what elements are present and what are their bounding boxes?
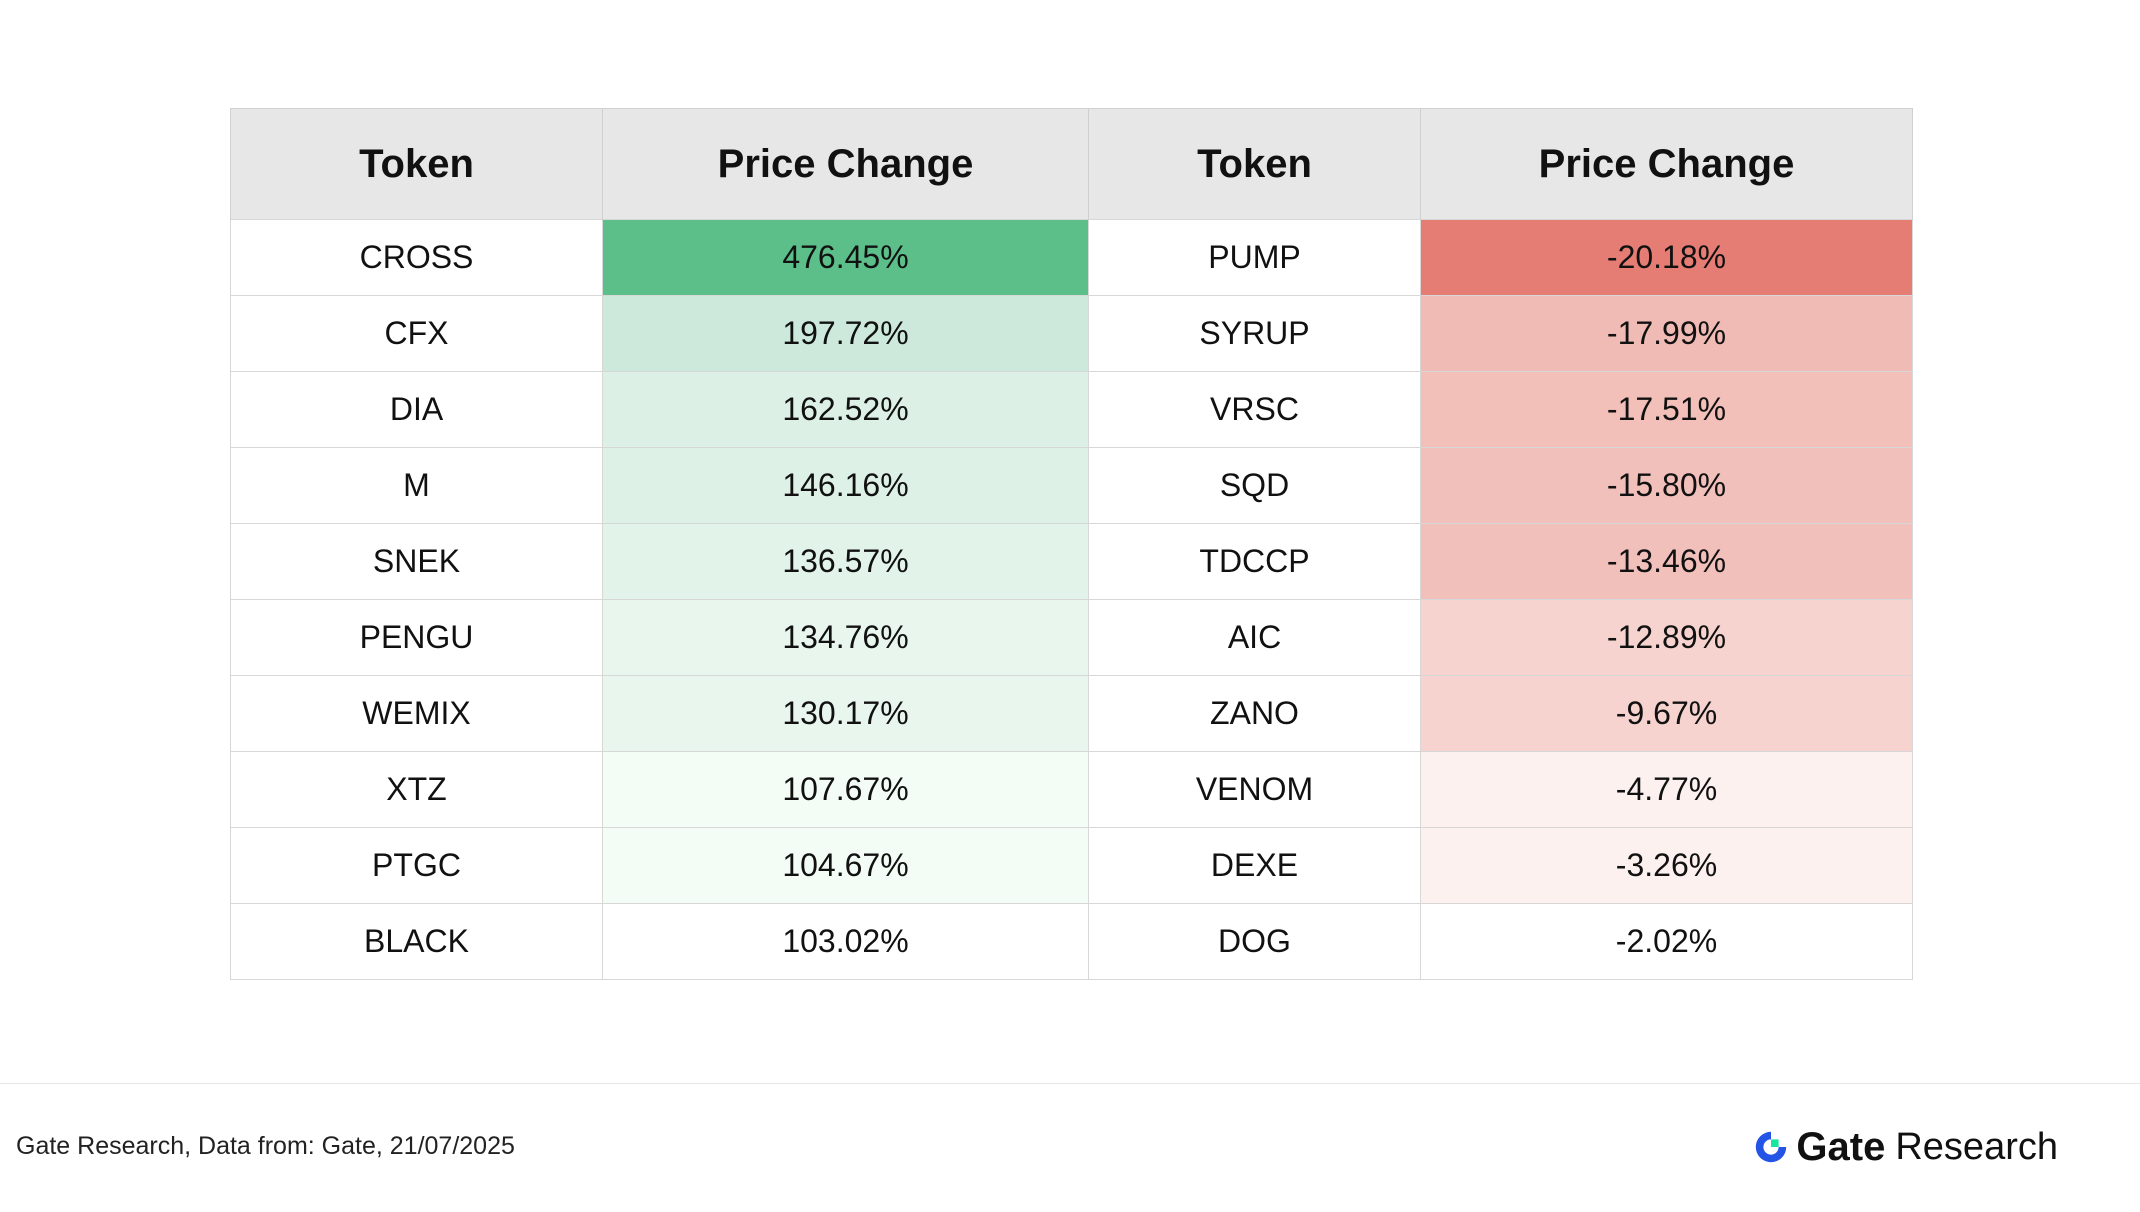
table-row: XTZ 107.67% VENOM -4.77%: [230, 751, 1913, 828]
source-note: Gate Research, Data from: Gate, 21/07/20…: [16, 1132, 515, 1160]
gainer-token-cell: M: [230, 447, 603, 524]
gainer-token-cell: WEMIX: [230, 675, 603, 752]
loser-token-cell: VENOM: [1088, 751, 1421, 828]
gate-logo-icon: [1756, 1131, 1787, 1163]
footer-divider: [0, 1083, 2140, 1084]
gainer-change-cell: 107.67%: [602, 751, 1089, 828]
loser-change-cell: -12.89%: [1420, 599, 1913, 676]
loser-token-cell: VRSC: [1088, 371, 1421, 448]
loser-change-cell: -17.99%: [1420, 295, 1913, 372]
loser-change-cell: -2.02%: [1420, 903, 1913, 980]
gainer-token-cell: DIA: [230, 371, 603, 448]
gainer-change-cell: 146.16%: [602, 447, 1089, 524]
gainer-change-cell: 104.67%: [602, 827, 1089, 904]
table-row: DIA 162.52% VRSC -17.51%: [230, 371, 1913, 448]
table-body: CROSS 476.45% PUMP -20.18% CFX 197.72% SYRUP -1…: [230, 219, 1913, 980]
loser-change-cell: -3.26%: [1420, 827, 1913, 904]
gainer-token-cell: CFX: [230, 295, 603, 372]
table-row: PTGC 104.67% DEXE -3.26%: [230, 827, 1913, 904]
gainer-change-cell: 130.17%: [602, 675, 1089, 752]
header-token-gainers: Token: [230, 108, 603, 220]
gainer-change-cell: 197.72%: [602, 295, 1089, 372]
gainer-change-cell: 103.02%: [602, 903, 1089, 980]
price-change-table-container: Token Price Change Token Price Change CR…: [230, 108, 1913, 980]
brand-research-text: Research: [1895, 1125, 2058, 1168]
header-price-change-gainers: Price Change: [602, 108, 1089, 220]
loser-change-cell: -17.51%: [1420, 371, 1913, 448]
gainer-token-cell: SNEK: [230, 523, 603, 600]
loser-change-cell: -13.46%: [1420, 523, 1913, 600]
table-row: SNEK 136.57% TDCCP -13.46%: [230, 523, 1913, 600]
gainer-change-cell: 136.57%: [602, 523, 1089, 600]
table-row: M 146.16% SQD -15.80%: [230, 447, 1913, 524]
gainer-token-cell: BLACK: [230, 903, 603, 980]
loser-token-cell: PUMP: [1088, 219, 1421, 296]
loser-token-cell: ZANO: [1088, 675, 1421, 752]
table-row: BLACK 103.02% DOG -2.02%: [230, 903, 1913, 980]
loser-token-cell: SYRUP: [1088, 295, 1421, 372]
loser-token-cell: TDCCP: [1088, 523, 1421, 600]
loser-change-cell: -4.77%: [1420, 751, 1913, 828]
header-price-change-losers: Price Change: [1420, 108, 1913, 220]
gainer-change-cell: 134.76%: [602, 599, 1089, 676]
loser-token-cell: AIC: [1088, 599, 1421, 676]
brand-gate-text: Gate: [1796, 1124, 1886, 1169]
gainer-token-cell: PTGC: [230, 827, 603, 904]
table-header-row: Token Price Change Token Price Change: [230, 108, 1913, 220]
gainer-change-cell: 476.45%: [602, 219, 1089, 296]
gate-research-logo: Gate Research: [1752, 1124, 2058, 1170]
gainer-token-cell: CROSS: [230, 219, 603, 296]
header-token-losers: Token: [1088, 108, 1421, 220]
table-row: CROSS 476.45% PUMP -20.18%: [230, 219, 1913, 296]
loser-change-cell: -20.18%: [1420, 219, 1913, 296]
loser-change-cell: -15.80%: [1420, 447, 1913, 524]
gainer-token-cell: XTZ: [230, 751, 603, 828]
gainer-change-cell: 162.52%: [602, 371, 1089, 448]
loser-token-cell: SQD: [1088, 447, 1421, 524]
loser-token-cell: DOG: [1088, 903, 1421, 980]
table-row: CFX 197.72% SYRUP -17.99%: [230, 295, 1913, 372]
loser-token-cell: DEXE: [1088, 827, 1421, 904]
gainer-token-cell: PENGU: [230, 599, 603, 676]
loser-change-cell: -9.67%: [1420, 675, 1913, 752]
table-row: PENGU 134.76% AIC -12.89%: [230, 599, 1913, 676]
table-row: WEMIX 130.17% ZANO -9.67%: [230, 675, 1913, 752]
price-change-table: Token Price Change Token Price Change CR…: [230, 108, 1913, 980]
